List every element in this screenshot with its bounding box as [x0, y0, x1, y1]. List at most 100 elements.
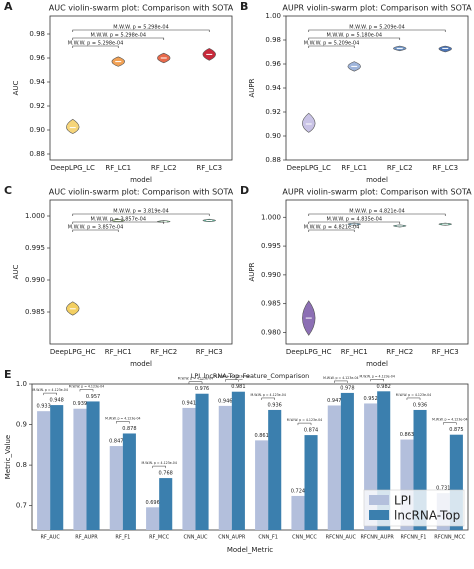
significance-bracket	[188, 381, 203, 384]
y-tick-label: 1.0	[16, 380, 27, 388]
bar	[73, 408, 87, 530]
bar	[182, 407, 196, 530]
x-tick-label: RF_AUC	[40, 535, 60, 541]
violin	[66, 118, 80, 134]
x-tick-label: RF_LC3	[432, 164, 458, 172]
significance-bracket	[72, 37, 165, 40]
y-tick-label: 0.90	[29, 126, 45, 134]
bar	[50, 405, 64, 530]
panel-label: D	[240, 184, 249, 197]
x-tick-label: RFCNN_MCC	[434, 535, 466, 541]
bar	[218, 405, 232, 530]
value-label: 0.724	[291, 488, 305, 494]
significance-bracket	[72, 29, 210, 32]
bar	[268, 409, 282, 530]
y-tick-label: 0.995	[261, 242, 281, 250]
value-label: 0.957	[86, 394, 100, 400]
significance-label: M.W.W. p = 5.298e-04	[90, 33, 146, 39]
significance-label: M.W.W. p = 4.123e-04	[178, 377, 213, 381]
significance-label: M.W.W. p = 4.123e-04	[250, 393, 285, 397]
x-tick-label: RF_HC2	[150, 348, 177, 356]
violin	[438, 45, 452, 53]
significance-bracket	[43, 392, 57, 396]
significance-bracket	[308, 213, 446, 216]
bar	[86, 401, 100, 530]
y-tick-label: 0.94	[265, 84, 281, 92]
significance-label: M.W.W. p = 5.298e-04	[68, 41, 124, 47]
significance-bracket	[72, 45, 119, 48]
value-label: 0.731	[436, 486, 450, 492]
significance-label: M.W.W. p = 4.123e-04	[32, 388, 67, 392]
x-axis-label: Model_Metric	[227, 546, 273, 554]
bar	[255, 440, 269, 530]
value-label: 0.863	[400, 432, 414, 438]
y-tick-label: 0.7	[16, 502, 27, 510]
significance-label: M.W.W. p = 4.123e-04	[69, 384, 104, 388]
value-label: 0.768	[159, 471, 173, 477]
x-tick-label: RF_LC2	[151, 164, 177, 172]
value-label: 0.976	[195, 386, 209, 392]
x-tick-label: RF_HC1	[105, 348, 132, 356]
y-tick-label: 0.88	[29, 150, 45, 158]
value-label: 0.874	[304, 428, 318, 434]
bar	[340, 392, 354, 530]
legend-label: lncRNA-Top	[394, 509, 460, 523]
significance-bracket	[308, 37, 401, 40]
significance-bracket	[152, 465, 166, 469]
significance-bracket	[261, 397, 275, 400]
y-tick-label: 1.00	[265, 12, 281, 20]
significance-bracket	[308, 221, 401, 224]
value-label: 0.946	[218, 398, 232, 404]
bar	[122, 433, 136, 530]
value-label: 0.875	[449, 427, 463, 433]
bar	[195, 393, 209, 530]
value-label: 0.982	[377, 384, 391, 390]
x-tick-label: RF_HC3	[432, 348, 459, 356]
significance-label: M.W.W. p = 5.209e-04	[304, 41, 360, 47]
x-tick-label: RF_LC1	[105, 164, 131, 172]
x-axis-label: model	[366, 360, 388, 368]
value-label: 0.936	[268, 402, 282, 408]
significance-label: M.W.W. p = 4.123e-04	[141, 461, 176, 465]
y-tick-label: 0.985	[25, 308, 45, 316]
y-tick-label: 0.92	[265, 108, 281, 116]
y-tick-label: 0.94	[29, 78, 45, 86]
y-tick-label: 1.000	[25, 212, 45, 220]
bar	[37, 411, 51, 530]
value-label: 0.952	[363, 396, 377, 402]
significance-label: M.W.W. p = 4.123e-04	[359, 374, 394, 378]
bar	[304, 435, 318, 530]
plot-frame	[49, 15, 233, 161]
plot-frame	[285, 199, 469, 345]
y-axis-label: Metric_Value	[4, 435, 12, 480]
bar	[109, 446, 123, 530]
significance-label: M.W.W. p = 5.180e-04	[326, 33, 382, 39]
significance-label: M.W.W. p = 4.821e-04	[349, 209, 405, 215]
plot-frame	[49, 199, 233, 345]
bar	[291, 495, 305, 530]
value-label: 0.947	[327, 398, 341, 404]
chart-title: AUPR violin-swarm plot: Comparison with …	[282, 4, 472, 13]
value-label: 0.939	[73, 401, 87, 407]
y-tick-label: 0.98	[29, 30, 45, 38]
x-axis-label: model	[366, 176, 388, 184]
value-label: 0.847	[109, 439, 123, 445]
significance-bracket	[79, 389, 94, 392]
legend-label: LPI	[394, 494, 411, 508]
value-label: 0.941	[182, 400, 196, 406]
significance-label: M.W.W. p = 5.209e-04	[349, 25, 405, 31]
significance-bracket	[308, 45, 355, 48]
y-tick-label: 1.000	[261, 213, 281, 221]
x-tick-label: RFCNN_AUPR	[360, 535, 394, 541]
x-tick-label: CNN_AUPR	[218, 535, 246, 541]
x-tick-label: CNN_F1	[258, 535, 278, 541]
value-label: 0.933	[36, 404, 50, 410]
significance-bracket	[334, 380, 348, 383]
value-label: 0.948	[50, 398, 64, 404]
significance-bracket	[308, 29, 446, 32]
y-axis-label: AUC	[12, 264, 20, 279]
significance-label: M.W.W. p = 4.835e-04	[326, 217, 382, 223]
chart-title: AUC violin-swarm plot: Comparison with S…	[49, 4, 234, 13]
significance-label: M.W.W. p = 4.123e-04	[214, 375, 249, 379]
y-tick-label: 0.90	[265, 132, 281, 140]
